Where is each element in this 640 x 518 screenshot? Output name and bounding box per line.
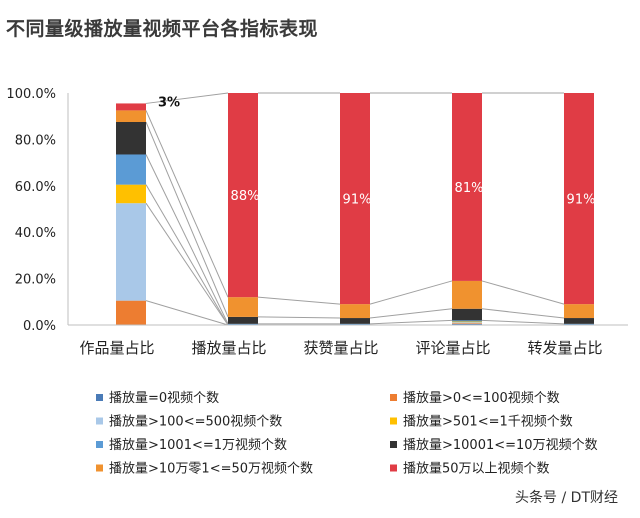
y-tick-label: 20.0% [15,273,56,288]
legend-label: 播放量>1001<=1万视频个数 [109,438,287,453]
data-label: 91% [567,193,596,208]
connector-line [257,316,341,319]
connector-line [145,154,229,325]
x-category-label: 评论量占比 [415,339,490,357]
bar-segment [116,203,146,301]
legend-label: 播放量>501<=1千视频个数 [403,415,573,430]
bar-segment [564,93,594,305]
legend-label: 播放量>10万零1<=50万视频个数 [109,462,313,477]
data-label: 91% [343,193,372,208]
legend-swatch [390,464,397,472]
connector-line [145,110,229,298]
connector-line [369,319,453,325]
bar-segment [116,103,146,111]
bars-layer [116,93,594,325]
data-label: 3% [158,96,180,111]
connector-line [145,202,229,326]
bar-segment [116,184,146,204]
x-category-label: 播放量占比 [191,339,266,357]
bar-segment [116,122,146,155]
legend-swatch [96,394,103,401]
bar-segment [564,304,594,319]
bar-segment [228,323,258,325]
bar-segment [228,297,258,317]
bar-segment [452,322,482,324]
bar-segment [452,323,482,324]
bar-segment [116,154,146,185]
connector-line [145,121,229,318]
connector-line [145,184,229,326]
y-tick-label: 60.0% [15,180,56,195]
bar-segment [340,323,370,325]
connector-line [481,308,565,319]
legend-swatch [96,464,103,472]
legend-swatch [390,441,397,448]
connector-line [145,92,229,104]
legend-label: 播放量>10001<=10万视频个数 [403,438,598,453]
connector-line [369,280,453,305]
bar-segment [340,93,370,305]
legend-label: 播放量50万以上视频个数 [403,462,550,477]
bar-segment [564,318,594,324]
watermark-text: 头条号 / DT财经 [515,490,618,506]
legend-swatch [390,394,397,401]
data-label: 81% [455,181,484,196]
bar-segment [116,110,146,122]
y-tick-label: 100.0% [6,87,56,102]
legend-label: 播放量>0<=100视频个数 [403,391,560,406]
bar-segment [452,320,482,322]
axes-layer: 0.0% 20.0% 40.0% 60.0% 80.0% 100.0% 作品量占比 播放量占比… [6,87,628,357]
legend-swatch [96,441,103,448]
x-category-label: 作品量占比 [79,339,154,357]
bar-segment [116,300,146,325]
legend: 播放量=0视频个数 播放量>0<=100视频个数播放量>100<=500视频个数播… [96,391,598,477]
data-label: 88% [231,189,260,204]
bar-segment [452,308,482,321]
y-tick-label: 40.0% [15,226,56,241]
bar-segment [228,316,258,324]
bar-segment [452,93,482,281]
bar-segment [340,304,370,319]
bar-segment [340,318,370,324]
bar-segment [452,280,482,309]
x-category-label: 转发量占比 [527,339,602,357]
connector-line [145,300,229,326]
bar-segment [452,323,482,325]
connector-line [257,296,341,305]
bar-segment [228,93,258,298]
bar-segment [564,323,594,325]
legend-swatch [96,417,103,425]
y-tick-label: 80.0% [15,133,56,148]
connector-line [481,280,565,305]
chart-title: 不同量级播放量视频平台各指标表现 [6,18,319,40]
connector-line [369,308,453,319]
connector-line [481,319,565,325]
bar-segment [452,321,482,323]
legend-label: 播放量=0视频个数 [109,391,219,406]
connector-lines [145,92,565,326]
x-category-label: 获赞量占比 [303,339,378,357]
data-labels-layer: 3% 88% 91% 81% 91% [158,96,595,208]
legend-swatch [390,417,397,425]
legend-label: 播放量>100<=500视频个数 [109,415,282,430]
y-tick-label: 0.0% [23,319,56,334]
